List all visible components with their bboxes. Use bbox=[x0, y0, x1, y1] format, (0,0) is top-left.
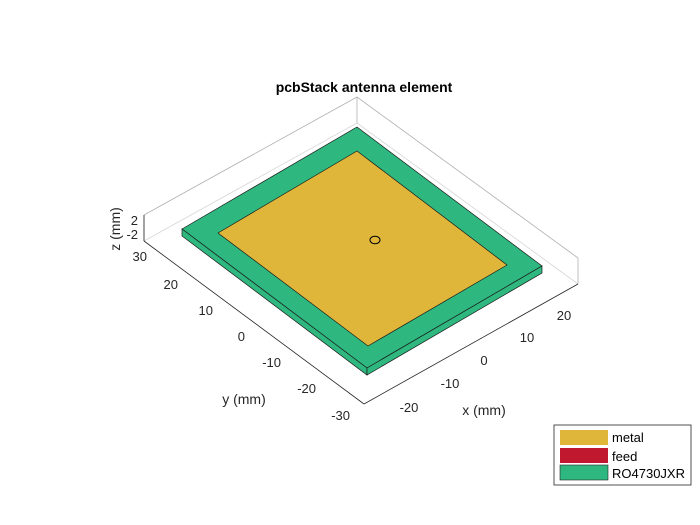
y-tick-label: -20 bbox=[297, 381, 316, 396]
y-tick-label: 30 bbox=[133, 249, 147, 264]
y-tick-label: -30 bbox=[331, 408, 350, 423]
x-tick-label: 20 bbox=[557, 308, 571, 323]
y-axis-ticks: 30 20 10 0 -10 -20 -30 bbox=[133, 249, 350, 423]
metal-patch bbox=[217, 150, 508, 347]
x-tick-label: 0 bbox=[480, 353, 487, 368]
legend-label: RO4730JXR bbox=[612, 466, 685, 481]
legend-item-feed: feed bbox=[560, 448, 637, 464]
legend-swatch-metal bbox=[560, 430, 608, 445]
x-axis-line bbox=[363, 283, 579, 405]
x-axis-label: x (mm) bbox=[462, 402, 506, 418]
feed-point bbox=[369, 235, 381, 245]
z-tick-label: 2 bbox=[131, 213, 138, 228]
z-axis-label: z (mm) bbox=[107, 207, 123, 251]
y-axis-line bbox=[143, 240, 365, 405]
x-tick-label: 10 bbox=[520, 330, 534, 345]
x-tick-label: -10 bbox=[441, 376, 460, 391]
chart-title: pcbStack antenna element bbox=[276, 79, 453, 95]
back-bottom-edges bbox=[143, 122, 579, 285]
legend-label: metal bbox=[612, 430, 644, 445]
substrate-right-side bbox=[366, 265, 543, 376]
y-tick-label: 10 bbox=[199, 303, 213, 318]
legend: metal feed RO4730JXR bbox=[553, 424, 692, 486]
legend-swatch-substrate bbox=[559, 464, 609, 481]
z-tick-label: -2 bbox=[126, 227, 138, 242]
z-axis-ticks: 2 -2 bbox=[126, 213, 138, 242]
y-tick-label: 20 bbox=[164, 277, 178, 292]
x-axis-ticks: -20 -10 0 10 20 bbox=[400, 308, 572, 415]
x-tick-label: -20 bbox=[400, 400, 419, 415]
legend-item-substrate: RO4730JXR bbox=[559, 464, 685, 481]
legend-item-metal: metal bbox=[560, 430, 644, 445]
legend-label: feed bbox=[612, 449, 637, 464]
legend-swatch-feed bbox=[560, 448, 608, 463]
y-axis-label: y (mm) bbox=[222, 391, 266, 407]
y-tick-label: 0 bbox=[238, 329, 245, 344]
y-tick-label: -10 bbox=[262, 355, 281, 370]
